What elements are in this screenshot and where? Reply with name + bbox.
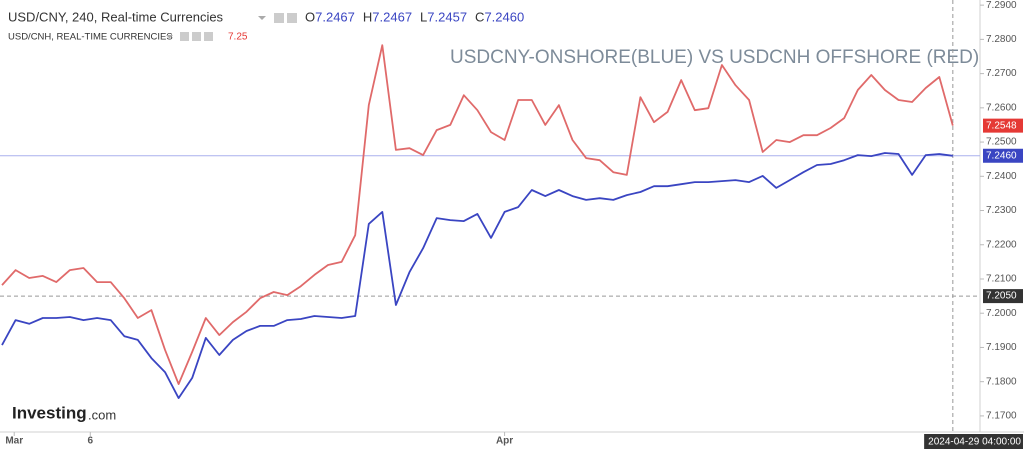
ohlc-value: 7.2460 [484, 9, 524, 24]
x-tick-label: 6 [88, 436, 94, 447]
icon[interactable] [287, 13, 297, 23]
logo-suffix: .com [88, 407, 116, 422]
y-tick-label: 7.2800 [986, 34, 1017, 45]
ohlc-key: L [420, 9, 427, 24]
ohlc-key: O [305, 9, 315, 24]
crosshair-y-box [983, 289, 1023, 304]
crosshair-x-box [924, 434, 1023, 449]
icon[interactable] [204, 32, 213, 41]
y-tick-label: 7.2900 [986, 0, 1017, 11]
chart-title: USDCNY-ONSHORE(BLUE) VS USDCNH OFFSHORE … [450, 47, 979, 68]
y-tick-label: 7.2400 [986, 171, 1017, 182]
indicator-value: 7.25 [228, 32, 248, 43]
y-tick-label: 7.2300 [986, 205, 1017, 216]
legend: USD/CNY, 240, Real-time Currencies O 7.24… [8, 9, 524, 42]
y-tick-label: 7.2500 [986, 137, 1017, 148]
ohlc-value: 7.2467 [372, 9, 412, 24]
ohlc-value: 7.2457 [427, 9, 467, 24]
series-line [1, 152, 953, 399]
y-tick-label: 7.2100 [986, 274, 1017, 285]
logo-brand: Investing [12, 403, 87, 422]
crosshair-y-label: 7.2050 [986, 291, 1017, 302]
dropdown-icon[interactable] [258, 16, 266, 20]
ohlc-key: C [475, 9, 484, 24]
ohlc: O 7.2467 H 7.2467 L 7.2457 C 7.2460 [305, 9, 524, 24]
y-tick-label: 7.2200 [986, 239, 1017, 250]
icon[interactable] [192, 32, 201, 41]
symbol-label[interactable]: USD/CNY, 240, Real-time Currencies [8, 9, 224, 24]
icon[interactable] [180, 32, 189, 41]
price-label-box [983, 148, 1023, 163]
logo: Investing .com [12, 403, 116, 422]
ohlc-key: H [363, 9, 372, 24]
y-tick-label: 7.1900 [986, 342, 1017, 353]
ohlc-value: 7.2467 [315, 9, 355, 24]
y-tick-label: 7.2000 [986, 308, 1017, 319]
icon[interactable] [274, 13, 284, 23]
price-label-box [983, 118, 1023, 133]
price-label: 7.2548 [986, 120, 1017, 131]
indicator-label[interactable]: USD/CNH, REAL-TIME CURRENCIES [8, 32, 173, 43]
y-tick-label: 7.1700 [986, 411, 1017, 422]
crosshair-x-label: 2024-04-29 04:00:00 [928, 437, 1021, 448]
x-tick-label: Apr [496, 436, 513, 447]
dropdown-icon[interactable] [166, 35, 173, 39]
y-tick-label: 7.1800 [986, 376, 1017, 387]
price-label: 7.2460 [986, 150, 1017, 161]
y-tick-label: 7.2700 [986, 68, 1017, 79]
y-tick-label: 7.2600 [986, 102, 1017, 113]
x-tick-label: Mar [5, 436, 23, 447]
series-line [1, 44, 954, 385]
